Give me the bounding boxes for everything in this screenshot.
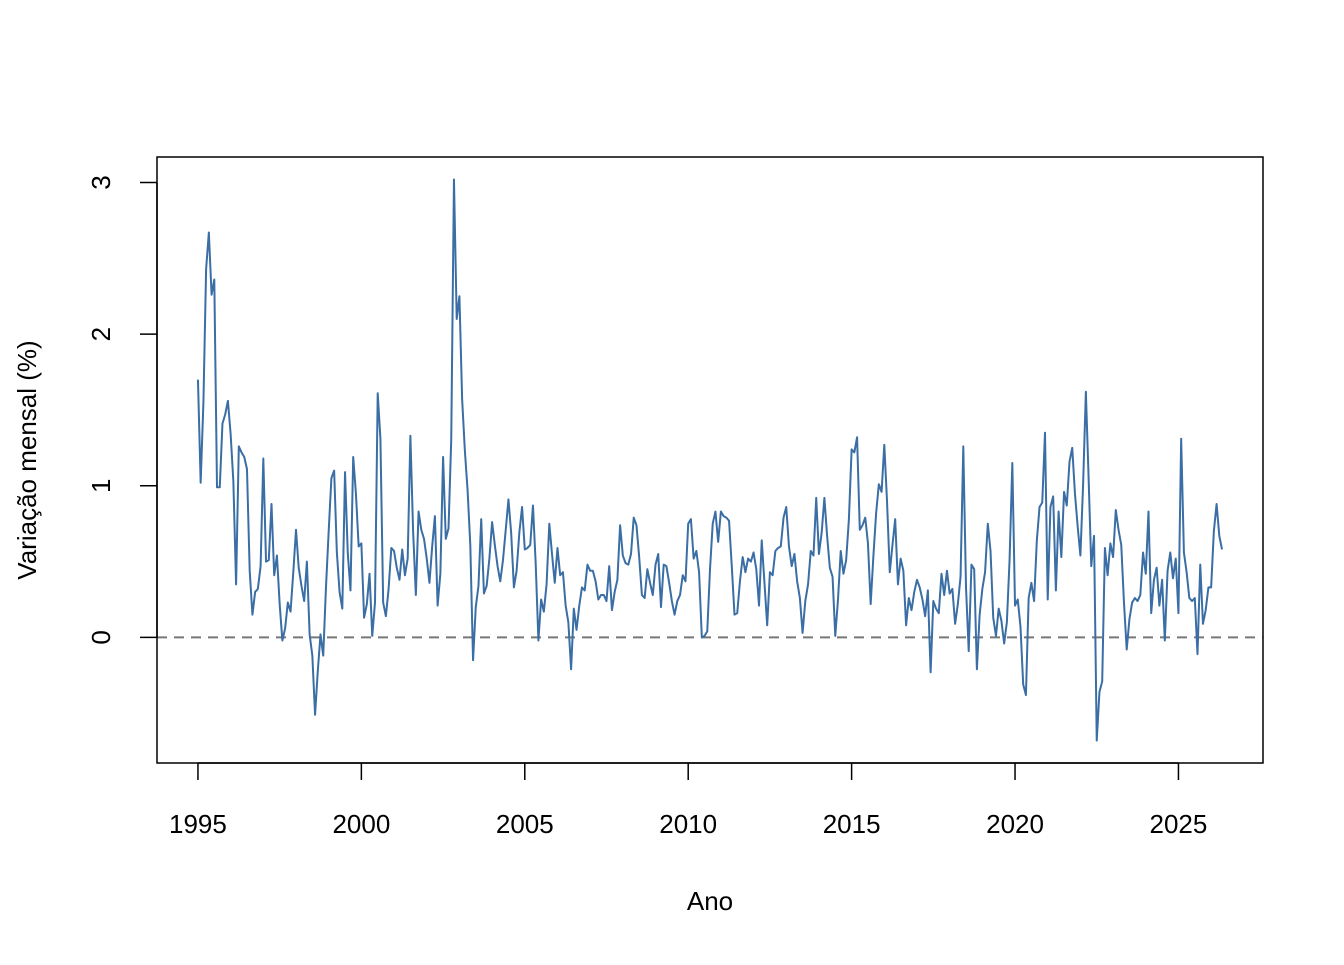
x-tick-label: 2005 — [496, 809, 554, 839]
data-line — [196, 178, 1224, 742]
y-axis-label: Variação mensal (%) — [12, 340, 42, 579]
x-tick-label: 2020 — [986, 809, 1044, 839]
y-tick-label: 0 — [86, 630, 116, 644]
x-tick-label: 2010 — [659, 809, 717, 839]
y-tick-label: 3 — [86, 175, 116, 189]
y-tick-label: 2 — [86, 327, 116, 341]
x-tick-label: 2025 — [1150, 809, 1208, 839]
x-tick-label: 2000 — [332, 809, 390, 839]
y-tick-label: 1 — [86, 479, 116, 493]
x-tick-label: 1995 — [169, 809, 227, 839]
x-tick-label: 2015 — [823, 809, 881, 839]
x-axis-label: Ano — [687, 886, 733, 916]
